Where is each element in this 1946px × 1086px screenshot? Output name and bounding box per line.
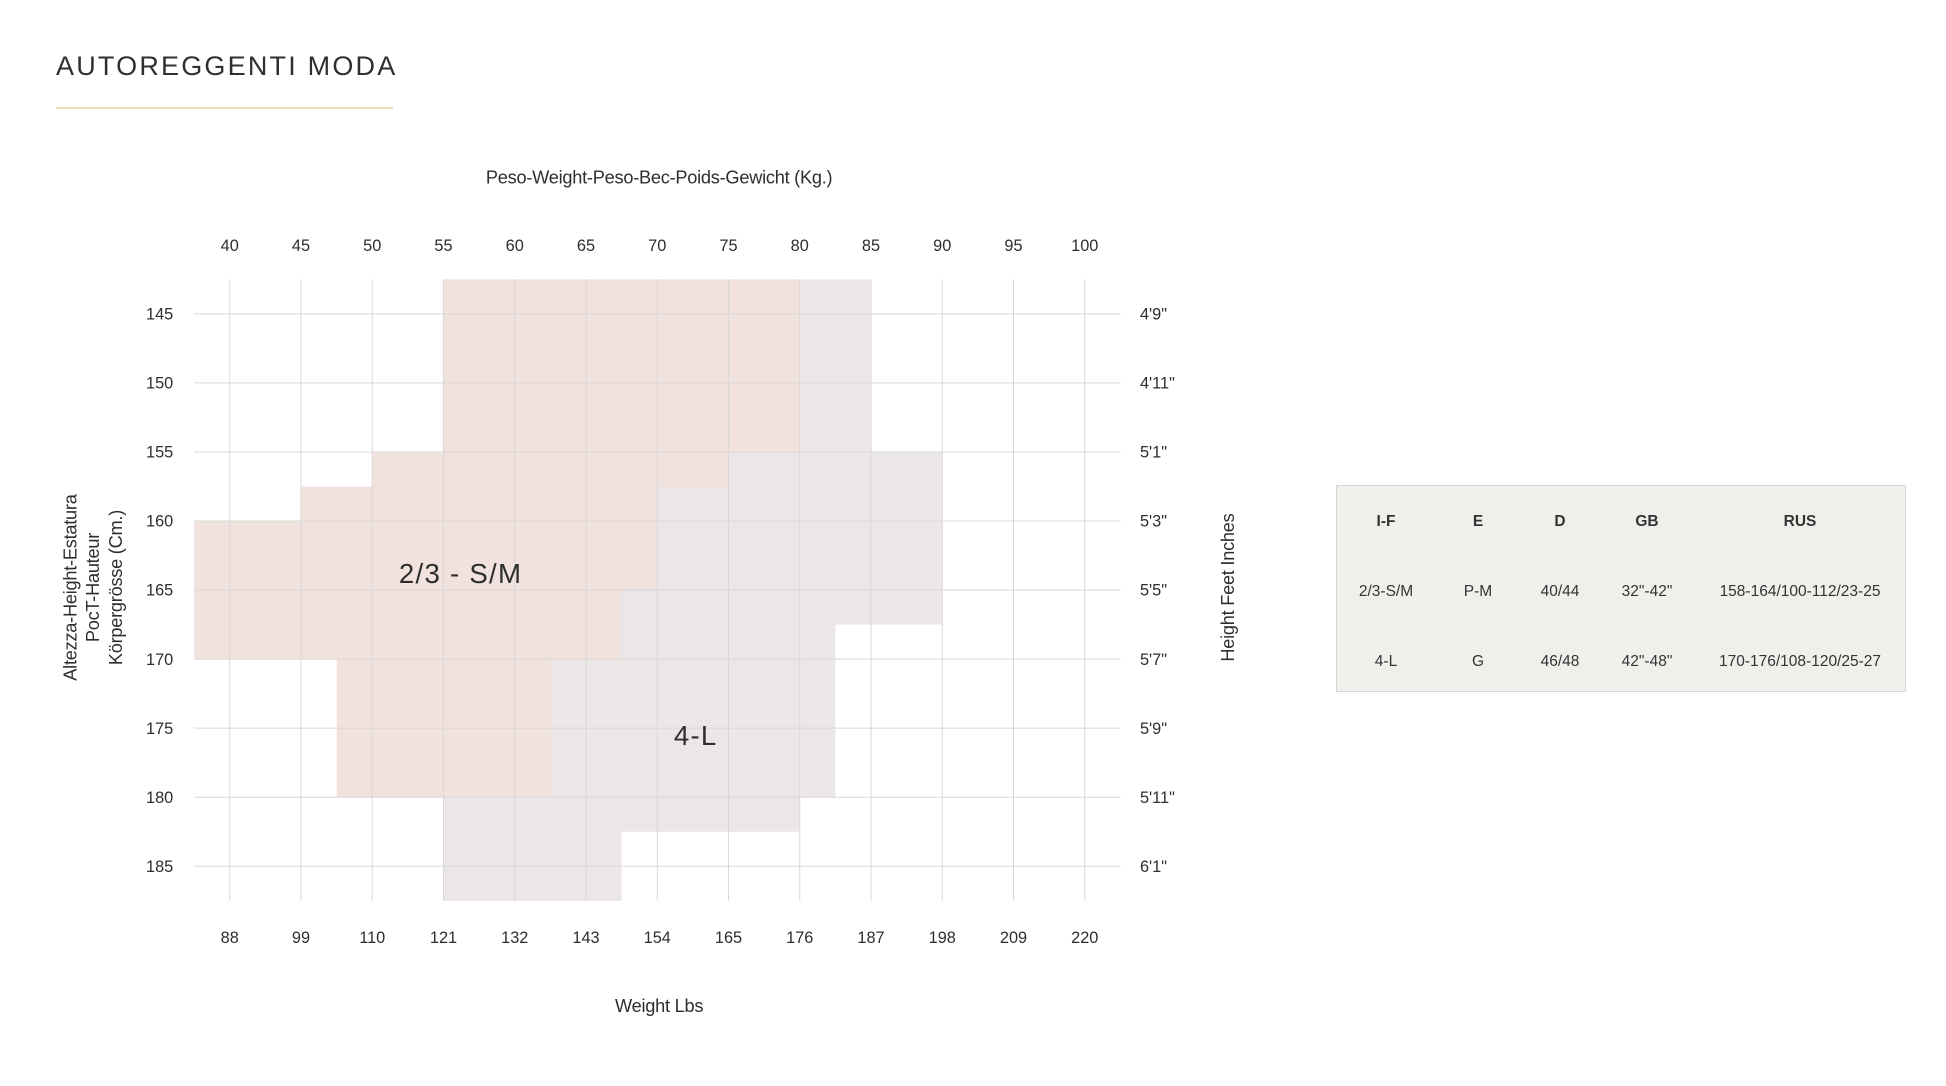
table-header-cell: I-F (1376, 513, 1396, 530)
x-top-tick-label: 90 (933, 237, 951, 255)
y-left-axis-title-line: Körpergrösse (Cm.) (106, 510, 126, 665)
x-bottom-tick-label: 165 (715, 929, 742, 947)
region-labels: 2/3 - S/M 4-L (399, 558, 718, 751)
x-top-tick-label: 55 (434, 237, 452, 255)
grid (194, 279, 1121, 901)
y-left-axis-title-line: Altezza-Height-Estatura (61, 493, 81, 680)
table-cell: 42"-48" (1621, 653, 1673, 670)
y-left-tick-label: 150 (146, 375, 173, 393)
y-right-tick-label: 6'1" (1140, 858, 1167, 876)
x-bottom-tick-label: 132 (501, 929, 528, 947)
table-cell: 158-164/100-112/23-25 (1719, 583, 1881, 600)
x-bottom-tick-label: 209 (1000, 929, 1027, 947)
y-right-tick-label: 5'11" (1140, 789, 1175, 807)
x-top-tick-label: 65 (577, 237, 595, 255)
y-left-tick-label: 155 (146, 444, 173, 462)
x-bottom-tick-label: 99 (292, 929, 310, 947)
x-bottom-tick-label: 110 (359, 929, 385, 947)
x-top-tick-label: 45 (292, 237, 310, 255)
axis-titles: Peso-Weight-Peso-Bec-Poids-Gewicht (Kg.)… (61, 167, 1239, 1016)
y-right-tick-label: 5'1" (1140, 444, 1167, 462)
x-bottom-axis-title: Weight Lbs (615, 996, 703, 1016)
y-right-tick-label: 5'3" (1140, 513, 1167, 531)
x-top-tick-label: 50 (363, 237, 381, 255)
x-top-tick-label: 40 (221, 237, 239, 255)
table-cell: 40/44 (1540, 583, 1580, 600)
x-bottom-tick-label: 187 (857, 929, 884, 947)
region-small-medium (194, 279, 800, 798)
x-top-tick-label: 95 (1004, 237, 1022, 255)
table-cell: 170-176/108-120/25-27 (1718, 653, 1882, 670)
tick-labels: 40 45 50 55 60 65 70 75 80 85 90 95 100 88 99 110 121 132… (146, 237, 1175, 947)
y-right-tick-label: 5'5" (1140, 582, 1167, 600)
x-bottom-tick-label: 88 (221, 929, 239, 947)
y-right-tick-label: 5'9" (1140, 720, 1167, 738)
y-right-axis-title: Height Feet Inches (1218, 513, 1238, 661)
page-title: AUTOREGGENTI MODA (56, 51, 398, 81)
y-left-tick-label: 160 (146, 513, 173, 531)
x-top-tick-label: 75 (719, 237, 737, 255)
x-top-tick-label: 85 (862, 237, 880, 255)
table-cell: 4-L (1374, 653, 1398, 670)
x-bottom-tick-label: 143 (572, 929, 599, 947)
table-header-cell: D (1554, 513, 1566, 530)
x-top-tick-label: 100 (1071, 237, 1098, 255)
x-top-axis-title: Peso-Weight-Peso-Bec-Poids-Gewicht (Kg.) (486, 167, 832, 187)
table-cell: 32"-42" (1621, 583, 1673, 600)
title-underline (56, 107, 393, 109)
y-left-tick-label: 170 (146, 651, 173, 669)
y-left-tick-label: 145 (146, 306, 173, 324)
x-bottom-tick-label: 154 (644, 929, 671, 947)
x-top-tick-label: 60 (506, 237, 524, 255)
y-left-tick-label: 185 (146, 858, 173, 876)
x-top-tick-label: 80 (791, 237, 809, 255)
table-cell: P-M (1463, 583, 1493, 600)
x-top-tick-label: 70 (648, 237, 666, 255)
y-left-tick-label: 175 (146, 720, 173, 738)
y-right-tick-label: 4'9" (1140, 306, 1167, 324)
y-left-tick-label: 165 (146, 582, 173, 600)
table-cell: 2/3-S/M (1358, 583, 1414, 600)
table-row: 2/3-S/M P-M 40/44 32"-42" 158-164/100-11… (1337, 556, 1905, 626)
y-right-tick-label: 4'11" (1140, 375, 1175, 393)
region-label-small-medium: 2/3 - S/M (399, 558, 522, 589)
table-header-row: I-F E D GB RUS (1337, 486, 1905, 556)
table-header-cell: GB (1635, 513, 1659, 530)
table-cell: G (1471, 653, 1485, 670)
x-bottom-tick-label: 198 (929, 929, 956, 947)
table-header-cell: E (1472, 513, 1484, 530)
table-cell: 46/48 (1540, 653, 1580, 670)
size-conversion-table: I-F E D GB RUS 2/3-S/M P-M 40/44 32"-42"… (1336, 485, 1906, 692)
y-left-axis-title-line: PocT-Hauteur (83, 533, 103, 642)
y-right-tick-label: 5'7" (1140, 651, 1167, 669)
x-bottom-tick-label: 121 (430, 929, 457, 947)
x-bottom-tick-label: 220 (1071, 929, 1098, 947)
x-bottom-tick-label: 176 (786, 929, 813, 947)
table-row: 4-L G 46/48 42"-48" 170-176/108-120/25-2… (1337, 626, 1905, 696)
table-header-cell: RUS (1783, 513, 1817, 530)
region-label-large: 4-L (674, 720, 718, 751)
y-left-tick-label: 180 (146, 789, 173, 807)
